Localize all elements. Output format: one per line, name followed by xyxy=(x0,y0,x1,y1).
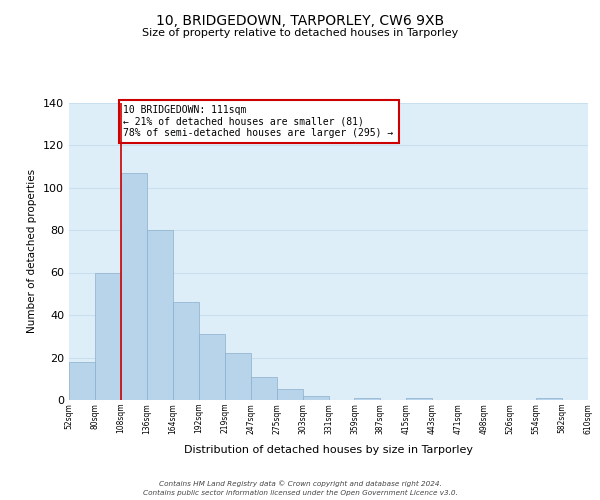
X-axis label: Distribution of detached houses by size in Tarporley: Distribution of detached houses by size … xyxy=(184,445,473,455)
Bar xyxy=(95,272,121,400)
Bar xyxy=(406,398,432,400)
Y-axis label: Number of detached properties: Number of detached properties xyxy=(28,169,37,334)
Text: 10, BRIDGEDOWN, TARPORLEY, CW6 9XB: 10, BRIDGEDOWN, TARPORLEY, CW6 9XB xyxy=(156,14,444,28)
Bar xyxy=(173,302,199,400)
Bar xyxy=(251,376,277,400)
Bar xyxy=(147,230,173,400)
Bar xyxy=(355,398,380,400)
Bar xyxy=(121,172,147,400)
Bar xyxy=(302,396,329,400)
Bar xyxy=(69,362,95,400)
Bar xyxy=(225,353,251,400)
Text: 10 BRIDGEDOWN: 111sqm
← 21% of detached houses are smaller (81)
78% of semi-deta: 10 BRIDGEDOWN: 111sqm ← 21% of detached … xyxy=(124,104,394,138)
Bar xyxy=(536,398,562,400)
Text: Contains HM Land Registry data © Crown copyright and database right 2024.
Contai: Contains HM Land Registry data © Crown c… xyxy=(143,480,457,496)
Bar xyxy=(277,390,302,400)
Text: Size of property relative to detached houses in Tarporley: Size of property relative to detached ho… xyxy=(142,28,458,38)
Bar xyxy=(199,334,224,400)
